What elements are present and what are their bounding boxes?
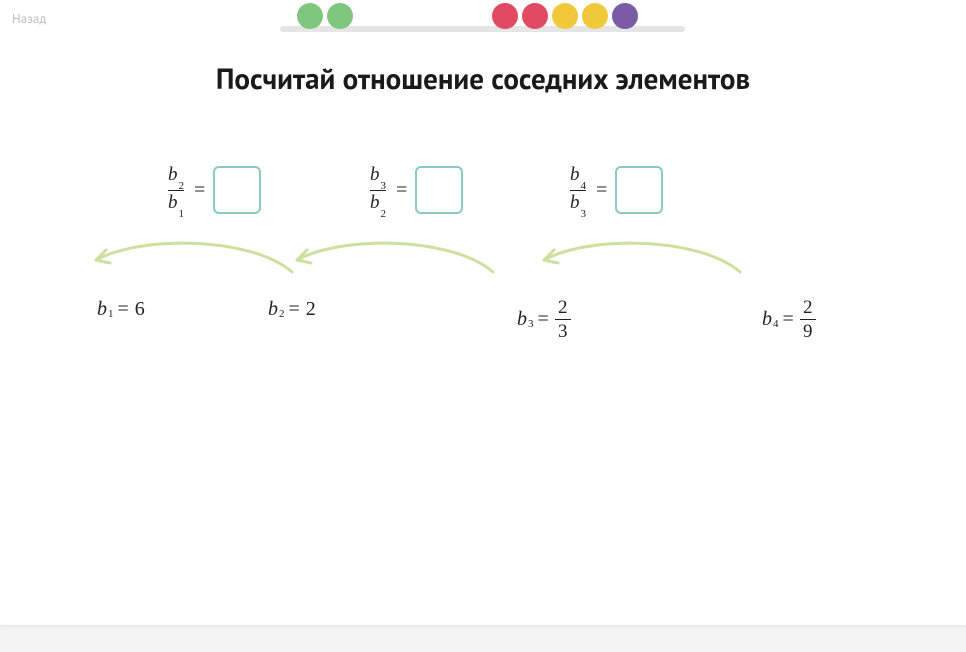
progress-dot (552, 3, 578, 29)
progress-dot (612, 3, 638, 29)
fraction-top: b2 (168, 165, 184, 188)
task-title: Посчитай отношение соседних элементов (0, 60, 966, 98)
relation-arrow (82, 232, 302, 282)
ratio-answer-input[interactable] (213, 166, 261, 214)
fraction-top: b3 (370, 165, 386, 188)
equals-sign: = (596, 179, 607, 202)
progress-dot (327, 3, 353, 29)
fraction-bar (800, 319, 816, 320)
ratio-group: b2 b1 = (168, 165, 261, 216)
fraction-bar (555, 319, 571, 320)
fraction-num: 2 (558, 298, 568, 317)
back-link[interactable]: Назад (12, 10, 46, 27)
equals-sign: = (194, 179, 205, 202)
ratio-answer-input[interactable] (415, 166, 463, 214)
fraction-den: 3 (558, 322, 568, 341)
relation-arrow (530, 232, 750, 282)
ratio-answer-input[interactable] (615, 166, 663, 214)
term-subscript: 3 (528, 318, 534, 330)
equals-sign: = (396, 179, 407, 202)
term-variable: b (762, 308, 772, 331)
fraction-bottom: b1 (168, 193, 184, 216)
sequence-term: b1 = 6 (97, 298, 145, 321)
ratio-fraction: b4 b3 (570, 165, 586, 216)
equals-sign: = (118, 298, 129, 321)
term-value: 6 (135, 298, 145, 321)
progress-dot (297, 3, 323, 29)
term-subscript: 4 (773, 318, 779, 330)
term-subscript: 1 (108, 308, 114, 320)
relation-arrow (283, 232, 503, 282)
progress-dot (492, 3, 518, 29)
ratio-group: b4 b3 = (570, 165, 663, 216)
equals-sign: = (289, 298, 300, 321)
sequence-term: b3 = 2 3 (517, 298, 571, 341)
fraction-top: b4 (570, 165, 586, 188)
term-variable: b (97, 298, 107, 321)
term-subscript: 2 (279, 308, 285, 320)
progress-dot (582, 3, 608, 29)
ratio-group: b3 b2 = (370, 165, 463, 216)
term-variable: b (517, 308, 527, 331)
ratio-fraction: b3 b2 (370, 165, 386, 216)
equals-sign: = (538, 308, 549, 331)
fraction-num: 2 (803, 298, 813, 317)
term-variable: b (268, 298, 278, 321)
ratio-fraction: b2 b1 (168, 165, 184, 216)
progress-dot (522, 3, 548, 29)
term-value-fraction: 2 9 (800, 298, 816, 341)
term-value-fraction: 2 3 (555, 298, 571, 341)
lesson-page: Назад Посчитай отношение соседних элемен… (0, 0, 966, 625)
sequence-term: b4 = 2 9 (762, 298, 816, 341)
fraction-den: 9 (803, 322, 813, 341)
fraction-bottom: b2 (370, 193, 386, 216)
term-value: 2 (306, 298, 316, 321)
sequence-term: b2 = 2 (268, 298, 316, 321)
fraction-bottom: b3 (570, 193, 586, 216)
equals-sign: = (783, 308, 794, 331)
